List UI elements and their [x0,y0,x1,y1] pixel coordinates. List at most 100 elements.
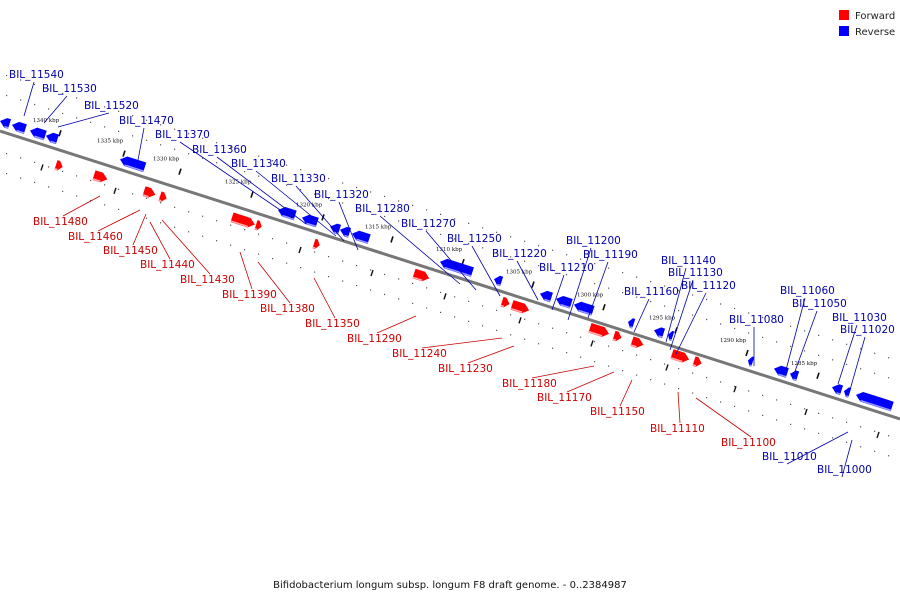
leader-line [677,391,681,424]
leader-line [516,260,539,301]
scale-tick-label: 1295 kbp [649,315,676,321]
reverse-gene [340,226,352,238]
legend-label: Reverse [855,27,895,38]
leader-line [239,251,253,290]
leader-line [425,230,477,291]
gene-label-forward: BIL_11150 [590,406,645,418]
gene-label-forward: BIL_11430 [180,274,235,286]
gene-label-reverse: BIL_11060 [780,285,835,297]
scale-tick-label: 1330 kbp [153,157,180,163]
gene-label-reverse: BIL_11030 [832,312,887,324]
leader-line [376,315,417,334]
gene-label-forward: BIL_11450 [103,245,158,257]
gene-label-reverse: BIL_11200 [566,235,621,247]
diagram-title: Bifidobacterium longum subsp. longum F8 … [273,580,627,591]
gene-label-reverse: BIL_11250 [447,233,502,245]
leader-line [97,209,141,232]
leader-line [257,261,291,304]
gene-label-forward: BIL_11480 [33,216,88,228]
guide-dots [6,74,890,457]
gene-label-reverse: BIL_11530 [42,83,97,95]
gene-label-forward: BIL_11230 [438,363,493,375]
gene-label-reverse: BIL_11330 [271,173,326,185]
scale-tick-label: 1325 kbp [225,180,252,186]
gene-label-forward: BIL_11390 [222,289,277,301]
gene-label-reverse: BIL_11000 [817,464,872,476]
reverse-gene [352,230,371,244]
reverse-gene [12,121,27,134]
leader-line [675,292,707,355]
forward-gene [612,330,622,342]
reverse-gene [556,295,573,309]
forward-gene [412,268,430,282]
reverse-gene [628,318,636,329]
reverse-gene [832,384,844,396]
gene-label-reverse: BIL_11130 [668,267,723,279]
scale-tick-label: 1285 kbp [791,361,818,367]
gene-label-reverse: BIL_11270 [401,218,456,230]
forward-gene [510,300,530,314]
gene-label-reverse: BIL_11020 [840,324,895,336]
reverse-gene [30,127,47,141]
leader-line [62,195,101,217]
scale-tick-label: 1335 kbp [97,139,124,145]
reverse-gene [774,365,789,378]
gene-label-reverse: BIL_11210 [539,262,594,274]
leader-line [567,247,592,321]
leader-line [551,274,565,311]
gene-label-forward: BIL_11440 [140,259,195,271]
gene-label-reverse: BIL_11540 [9,69,64,81]
leader-line [216,156,307,225]
leader-line [161,219,211,275]
reverse-gene [330,223,342,235]
forward-gene [54,160,63,171]
leader-line [137,127,145,161]
gene-label-reverse: BIL_11470 [119,115,174,127]
gene-label-reverse: BIL_11140 [661,255,716,267]
gene-label-forward: BIL_11240 [392,348,447,360]
scale-tick-label: 1305 kbp [506,270,533,276]
gene-label-reverse: BIL_11080 [729,314,784,326]
reverse-gene [46,132,59,145]
reverse-gene [668,330,675,342]
forward-gene [158,191,167,202]
forward-gene [312,238,320,249]
leader-line [471,245,501,297]
scale-tick-label: 1340 kbp [33,118,60,124]
scale-tick-label: 1320 kbp [296,202,323,208]
gene-label-reverse: BIL_11340 [231,158,286,170]
leader-line [566,371,615,393]
reverse-gene [120,156,147,173]
gene-label-reverse: BIL_11280 [355,203,410,215]
reverse-gene [494,275,504,287]
leader-line [132,213,147,246]
forward-gene [230,212,255,228]
leader-line [665,267,687,343]
gene-label-forward: BIL_11350 [305,318,360,330]
leader-line [531,365,595,379]
leader-line [379,215,461,285]
reverse-gene [540,290,553,303]
gene-label-forward: BIL_11170 [537,392,592,404]
forward-gene [588,323,610,337]
gene-label-reverse: BIL_11320 [314,189,369,201]
gene-label-forward: BIL_11180 [502,378,557,390]
legend-swatch [839,26,849,36]
gene-label-forward: BIL_11100 [721,437,776,449]
gene-label-forward: BIL_11460 [68,231,123,243]
reverse-gene [654,327,666,339]
gene-label-reverse: BIL_11120 [681,280,736,292]
leader-line [313,277,336,319]
forward-gene [692,356,702,367]
gene-label-reverse: BIL_11360 [192,144,247,156]
leader-line [43,95,68,124]
legend: Forward Reverse [839,10,895,38]
leader-line [786,431,849,465]
forward-gene [500,296,510,308]
scale-tick-label: 1300 kbp [577,292,604,298]
leader-line [255,170,337,237]
reverse-gene [748,356,755,367]
forward-gene [142,186,156,198]
leader-line [695,397,752,438]
